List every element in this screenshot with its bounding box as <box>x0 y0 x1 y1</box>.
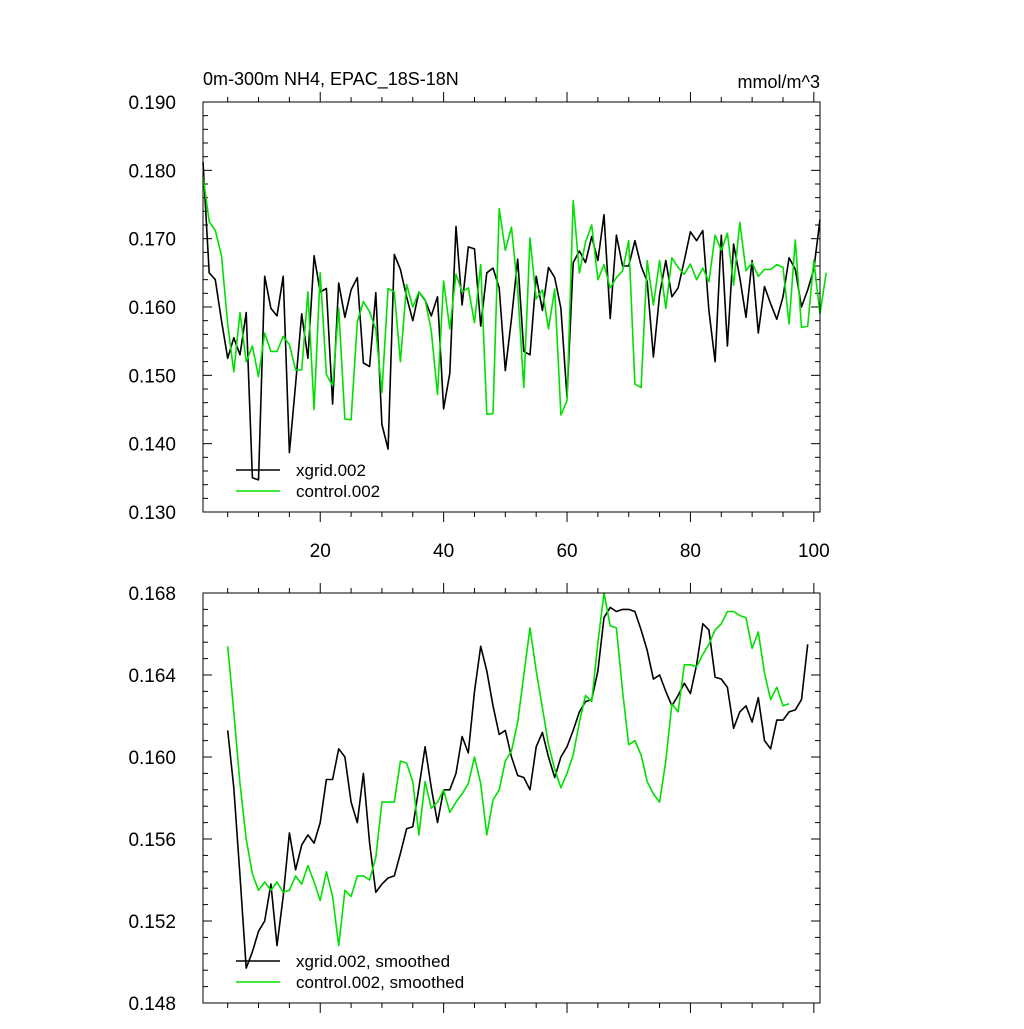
bottom-series-line-0 <box>226 606 809 969</box>
bottom-series-line-1 <box>226 592 790 947</box>
top-ytick-label: 0.130 <box>128 503 176 524</box>
top-ytick-label: 0.160 <box>128 298 176 319</box>
chart-title: 0m-300m NH4, EPAC_18S-18N <box>203 69 459 90</box>
bottom-series-group <box>226 592 809 969</box>
top-panel: 0m-300m NH4, EPAC_18S-18N mmol/m^3 0.130… <box>128 69 829 562</box>
top-ytick-label: 0.170 <box>128 230 176 251</box>
top-plot-frame <box>202 101 821 513</box>
top-ytick-label: 0.150 <box>128 366 176 387</box>
top-xtick-label: 20 <box>310 541 331 562</box>
bottom-axis-ticks: 0.148 0.152 0.156 0.160 0.164 0.168 <box>128 583 820 1015</box>
top-xtick-label: 40 <box>433 541 454 562</box>
top-ytick-label: 0.180 <box>128 161 176 182</box>
legend-label-xgrid: xgrid.002 <box>296 461 366 480</box>
bottom-ytick-label: 0.168 <box>128 584 176 605</box>
bottom-ytick-label: 0.152 <box>128 912 176 933</box>
top-xtick-label: 80 <box>680 541 701 562</box>
legend-label-control: control.002 <box>296 482 380 501</box>
top-series-line-0 <box>202 162 821 481</box>
top-series-line-1 <box>202 175 827 421</box>
top-axis-ticks: 0.130 0.140 0.150 0.160 0.170 0.180 0.190 20 40 6… <box>128 92 830 562</box>
top-xtick-label: 60 <box>556 541 577 562</box>
bottom-panel: 0.148 0.152 0.156 0.160 0.164 0.168 xgrid.002… <box>128 583 821 1015</box>
legend-label-xgrid-smoothed: xgrid.002, smoothed <box>296 952 450 971</box>
bottom-plot-frame <box>202 592 821 1004</box>
bottom-ytick-label: 0.164 <box>128 666 176 687</box>
bottom-legend: xgrid.002, smoothed control.002, smoothe… <box>236 952 464 992</box>
top-xtick-label: 100 <box>798 541 830 562</box>
bottom-ytick-label: 0.148 <box>128 994 176 1015</box>
legend-label-control-smoothed: control.002, smoothed <box>296 973 464 992</box>
top-ytick-label: 0.190 <box>128 93 176 114</box>
top-legend: xgrid.002 control.002 <box>236 461 380 501</box>
bottom-ytick-label: 0.156 <box>128 830 176 851</box>
chart-units: mmol/m^3 <box>738 72 820 92</box>
bottom-ytick-label: 0.160 <box>128 748 176 769</box>
top-series-group <box>202 162 827 481</box>
top-ytick-label: 0.140 <box>128 435 176 456</box>
